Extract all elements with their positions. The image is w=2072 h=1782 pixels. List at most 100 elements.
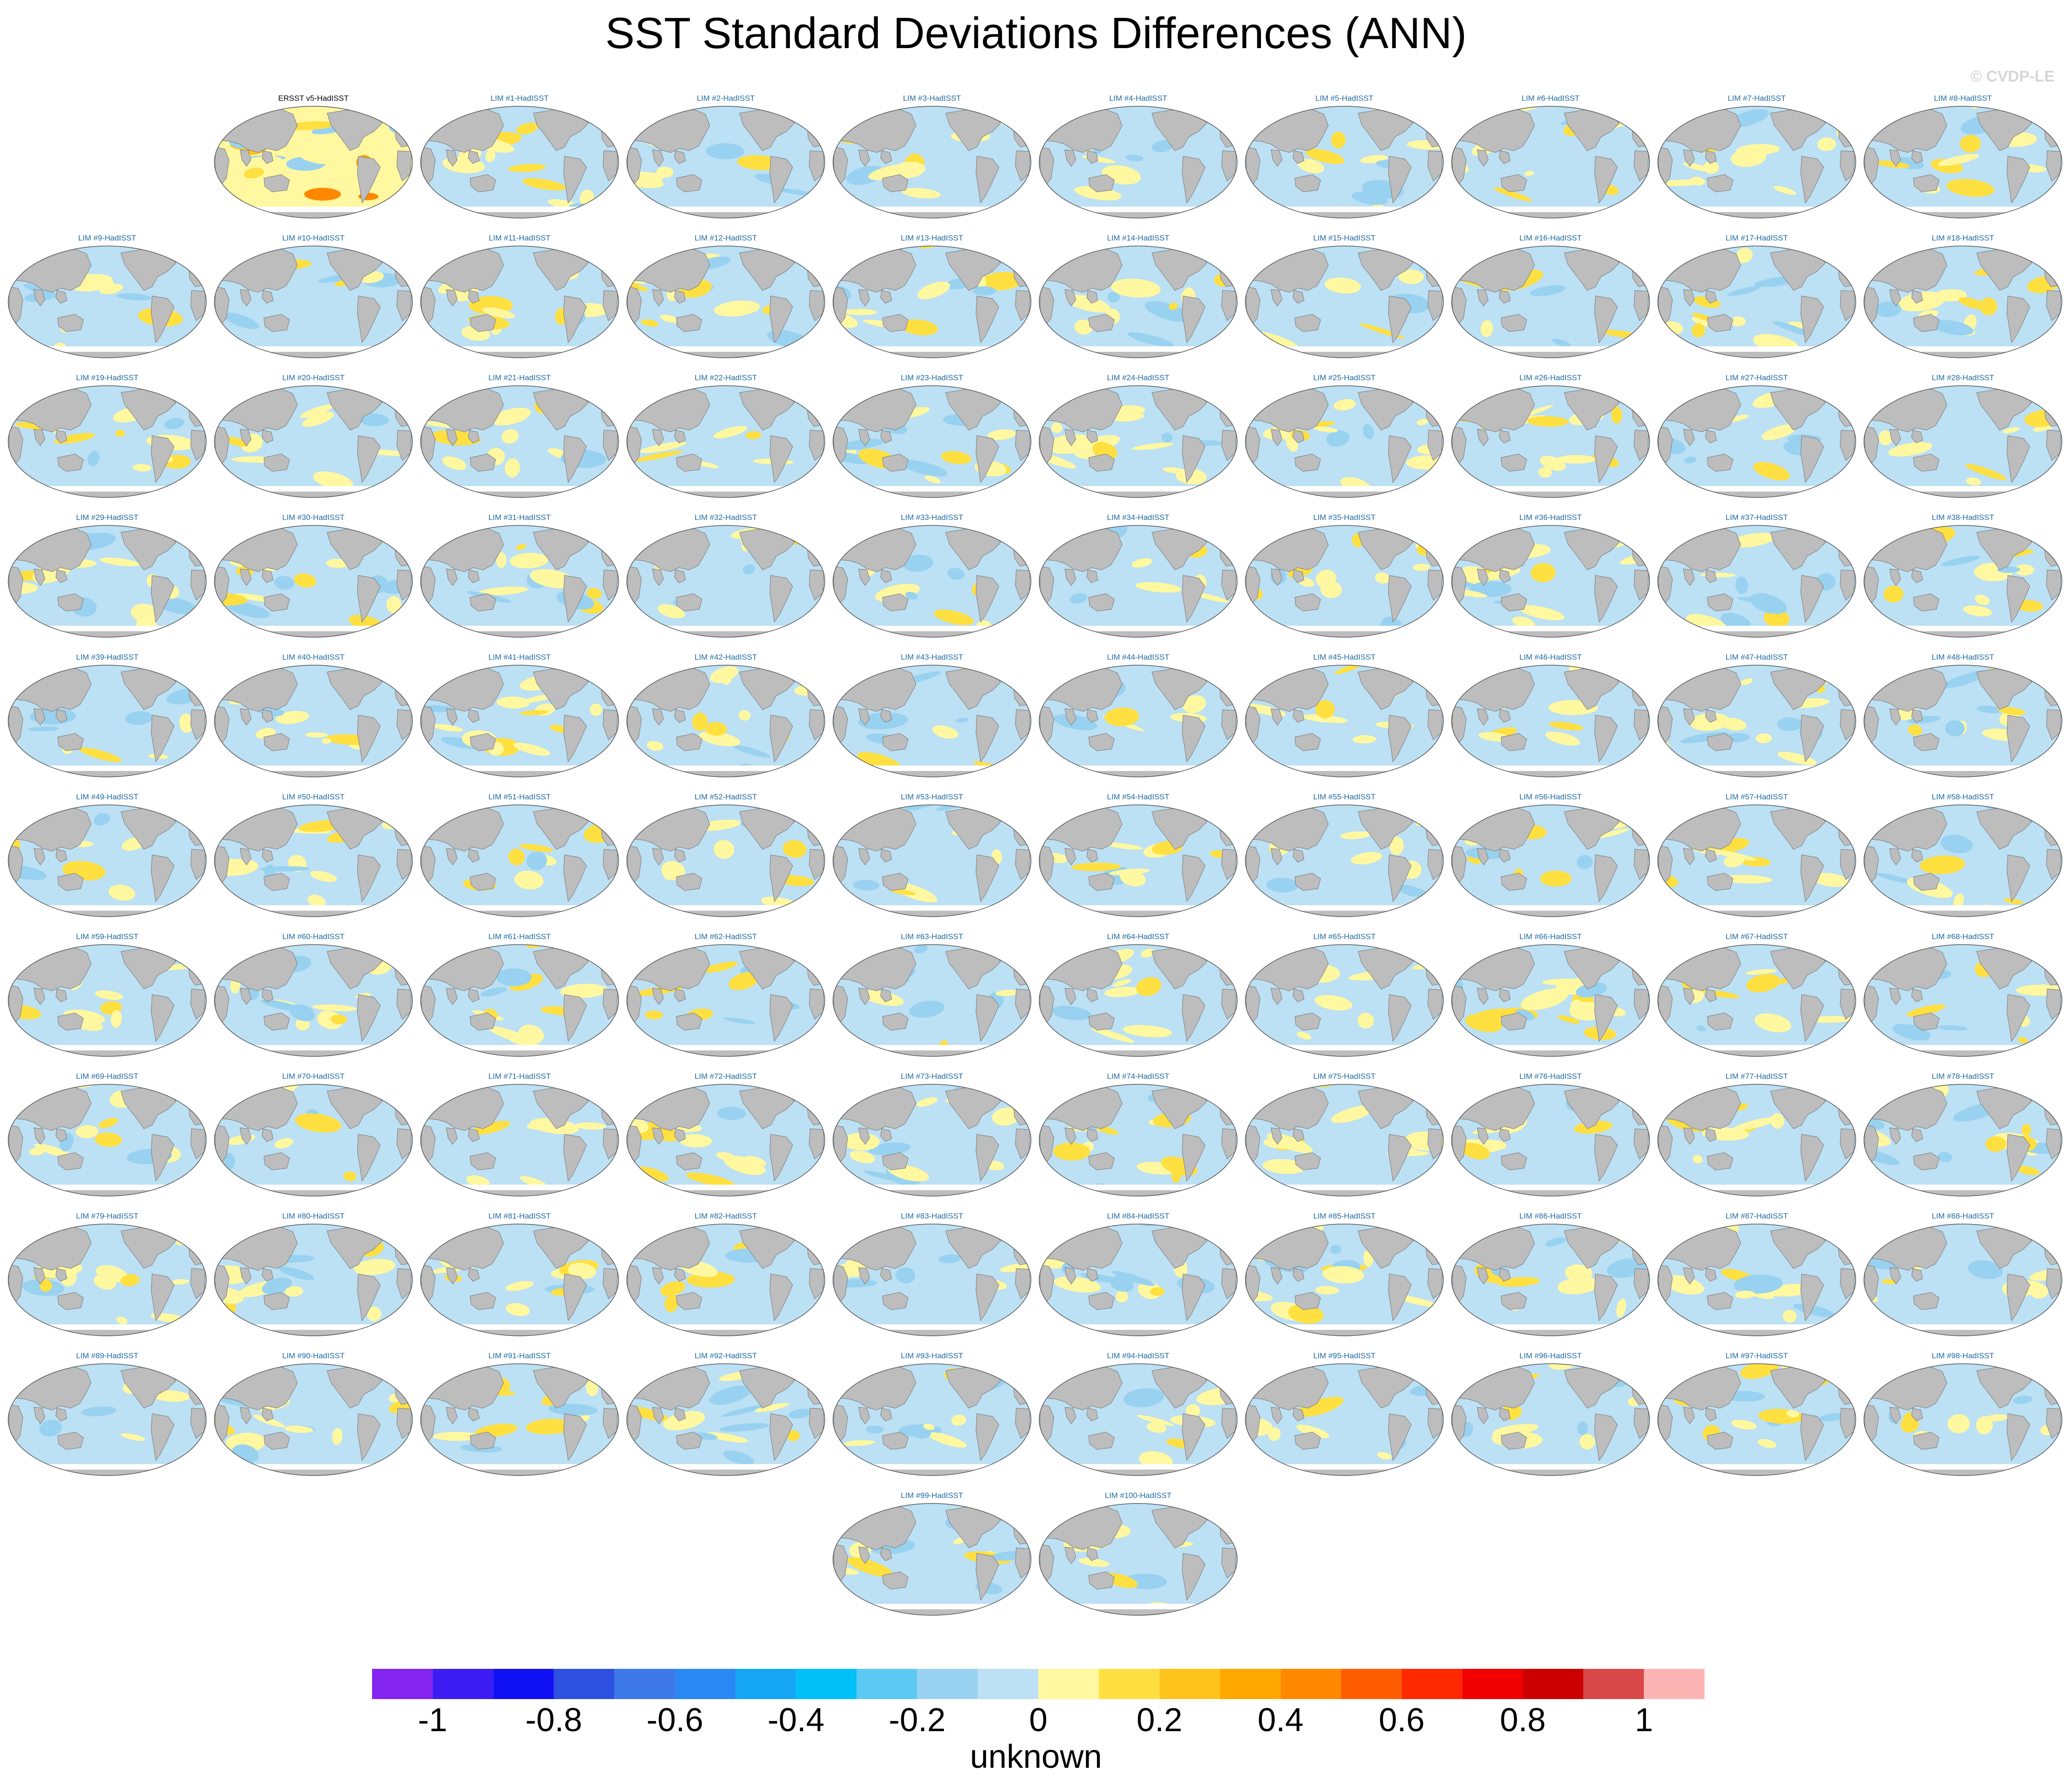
- panel-label: ERSST v5-HadISST: [278, 94, 349, 103]
- world-map: [626, 385, 825, 498]
- colorbar-tick-label: 0.8: [1500, 1702, 1546, 1738]
- panel-label: LIM #56-HadISST: [1519, 793, 1582, 801]
- panel-label: LIM #79-HadISST: [76, 1212, 139, 1220]
- world-map: [1657, 1224, 1856, 1336]
- panel-label: LIM #83-HadISST: [900, 1212, 964, 1220]
- map-panel: LIM #49-HadISST: [6, 793, 208, 919]
- panel-label: LIM #28-HadISST: [1931, 373, 1995, 382]
- world-map: [1657, 1084, 1856, 1197]
- world-map: [420, 804, 619, 917]
- map-panel: LIM #7-HadISST: [1656, 94, 1858, 220]
- map-panel: LIM #52-HadISST: [625, 793, 827, 919]
- map-panel: LIM #75-HadISST: [1244, 1072, 1445, 1198]
- world-map: [626, 665, 825, 777]
- world-map: [1451, 804, 1650, 917]
- panel-label: LIM #38-HadISST: [1931, 513, 1995, 522]
- world-map: [8, 525, 207, 638]
- world-map: [1864, 804, 2062, 917]
- colorbar-tick-label: -0.6: [646, 1702, 703, 1738]
- world-map: [1039, 1084, 1238, 1197]
- world-map: [1245, 1224, 1444, 1336]
- world-map: [1864, 1084, 2062, 1197]
- map-panel: LIM #67-HadISST: [1656, 932, 1858, 1059]
- world-map: [1451, 385, 1650, 498]
- colorbar-tick-label: -1: [418, 1702, 448, 1738]
- panel-label: LIM #65-HadISST: [1313, 932, 1376, 941]
- panel-label: LIM #70-HadISST: [282, 1072, 345, 1081]
- world-map: [1039, 665, 1238, 777]
- panel-label: LIM #32-HadISST: [694, 513, 757, 522]
- panel-label: LIM #55-HadISST: [1313, 793, 1376, 801]
- colorbar-tick-label: -0.2: [888, 1702, 946, 1738]
- colorbar-swatch: [1462, 1669, 1523, 1699]
- map-panel: LIM #76-HadISST: [1450, 1072, 1651, 1198]
- map-panel: LIM #53-HadISST: [831, 793, 1033, 919]
- world-map: [626, 1363, 825, 1476]
- world-map: [1451, 246, 1650, 358]
- world-map: [1451, 106, 1650, 219]
- world-map: [626, 944, 825, 1057]
- panel-label: LIM #14-HadISST: [1107, 234, 1170, 242]
- colorbar-tick-label: 0.2: [1136, 1702, 1183, 1738]
- map-panel: LIM #28-HadISST: [1862, 373, 2064, 500]
- panel-label: LIM #87-HadISST: [1725, 1212, 1788, 1220]
- world-map: [214, 944, 413, 1057]
- panel-label: LIM #45-HadISST: [1313, 653, 1376, 661]
- panel-label: LIM #47-HadISST: [1725, 653, 1788, 661]
- map-panel: LIM #64-HadISST: [1037, 932, 1239, 1059]
- world-map: [420, 246, 619, 358]
- panel-label: LIM #35-HadISST: [1313, 513, 1376, 522]
- map-panel: LIM #30-HadISST: [213, 513, 414, 640]
- panel-label: LIM #100-HadISST: [1105, 1491, 1172, 1500]
- panel-label: LIM #73-HadISST: [900, 1072, 964, 1081]
- panel-label: LIM #94-HadISST: [1107, 1351, 1170, 1360]
- panel-label: LIM #37-HadISST: [1725, 513, 1788, 522]
- map-panel: LIM #91-HadISST: [419, 1351, 620, 1478]
- panel-label: LIM #67-HadISST: [1725, 932, 1788, 941]
- colorbar-tick-label: 0.6: [1379, 1702, 1425, 1738]
- world-map: [1245, 385, 1444, 498]
- panel-label: LIM #78-HadISST: [1931, 1072, 1995, 1081]
- panel-label: LIM #3-HadISST: [903, 94, 961, 103]
- world-map: [1245, 1363, 1444, 1476]
- world-map: [1864, 106, 2062, 219]
- panel-label: LIM #74-HadISST: [1107, 1072, 1170, 1081]
- panel-label: LIM #5-HadISST: [1315, 94, 1374, 103]
- world-map: [8, 1224, 207, 1336]
- panel-label: LIM #44-HadISST: [1107, 653, 1170, 661]
- panel-label: LIM #62-HadISST: [694, 932, 757, 941]
- panel-label: LIM #53-HadISST: [900, 793, 964, 801]
- map-panel: LIM #3-HadISST: [831, 94, 1033, 220]
- colorbar-swatch: [554, 1669, 614, 1699]
- panel-label: LIM #69-HadISST: [76, 1072, 139, 1081]
- panel-label: LIM #42-HadISST: [694, 653, 757, 661]
- panel-label: LIM #51-HadISST: [488, 793, 551, 801]
- panel-label: LIM #16-HadISST: [1519, 234, 1582, 242]
- world-map: [1864, 944, 2062, 1057]
- world-map: [1039, 804, 1238, 917]
- panel-label: LIM #98-HadISST: [1931, 1351, 1995, 1360]
- colorbar-swatch: [1099, 1669, 1160, 1699]
- panel-label: LIM #11-HadISST: [488, 234, 551, 242]
- map-panel: LIM #48-HadISST: [1862, 653, 2064, 779]
- panel-label: LIM #52-HadISST: [694, 793, 757, 801]
- map-panel: LIM #81-HadISST: [419, 1212, 620, 1338]
- panel-label: LIM #96-HadISST: [1519, 1351, 1582, 1360]
- panel-label: LIM #84-HadISST: [1107, 1212, 1170, 1220]
- panel-label: LIM #29-HadISST: [76, 513, 139, 522]
- map-panel: LIM #31-HadISST: [419, 513, 620, 640]
- panel-label: LIM #97-HadISST: [1725, 1351, 1788, 1360]
- world-map: [833, 804, 1031, 917]
- map-panel: LIM #11-HadISST: [419, 234, 620, 360]
- world-map: [833, 385, 1031, 498]
- page-title: SST Standard Deviations Differences (ANN…: [605, 9, 1467, 58]
- world-map: [626, 246, 825, 358]
- panel-label: LIM #46-HadISST: [1519, 653, 1582, 661]
- world-map: [1451, 1363, 1650, 1476]
- map-panel: LIM #2-HadISST: [625, 94, 827, 220]
- map-panel: LIM #93-HadISST: [831, 1351, 1033, 1478]
- colorbar-swatch: [674, 1669, 736, 1699]
- panel-label: LIM #19-HadISST: [76, 373, 139, 382]
- panel-label: LIM #21-HadISST: [488, 373, 551, 382]
- panel-label: LIM #50-HadISST: [282, 793, 345, 801]
